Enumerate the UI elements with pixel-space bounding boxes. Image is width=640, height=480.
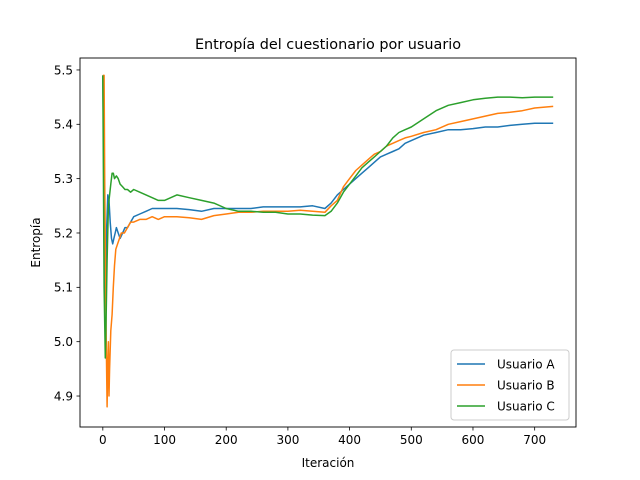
x-tick-label: 100 [153, 433, 176, 447]
series-line-2 [102, 74, 554, 408]
plot-frame [79, 57, 577, 428]
x-axis: 0 100 200 300 400 500 600 700 [99, 427, 546, 447]
y-tick-label: 5.1 [54, 281, 73, 295]
series-line-3 [102, 75, 554, 359]
y-tick-label: 5.5 [54, 63, 73, 77]
x-tick-label: 700 [523, 433, 546, 447]
x-axis-label: Iteración [302, 456, 355, 470]
y-tick-label: 5.0 [54, 335, 73, 349]
legend-label: Usuario B [497, 378, 555, 392]
x-tick-label: 500 [400, 433, 423, 447]
series-line-1 [102, 75, 554, 299]
y-tick-label: 4.9 [54, 389, 73, 403]
y-tick-label: 5.3 [54, 172, 73, 186]
x-tick-label: 600 [462, 433, 485, 447]
legend-box [450, 349, 570, 421]
y-axis: 4.9 5.0 5.1 5.2 5.3 5.4 5.5 [54, 63, 80, 403]
y-axis-label: Entropía [29, 217, 43, 267]
legend-label: Usuario C [497, 399, 555, 413]
x-tick-label: 200 [215, 433, 238, 447]
x-tick-label: 400 [338, 433, 361, 447]
x-tick-label: 300 [276, 433, 299, 447]
plot-lines [102, 74, 554, 408]
y-tick-label: 5.2 [54, 226, 73, 240]
x-tick-label: 0 [99, 433, 107, 447]
y-tick-label: 5.4 [54, 118, 73, 132]
legend: Usuario A Usuario B Usuario C [450, 349, 570, 421]
legend-label: Usuario A [497, 357, 555, 371]
chart-title: Entropía del cuestionario por usuario [195, 37, 461, 53]
